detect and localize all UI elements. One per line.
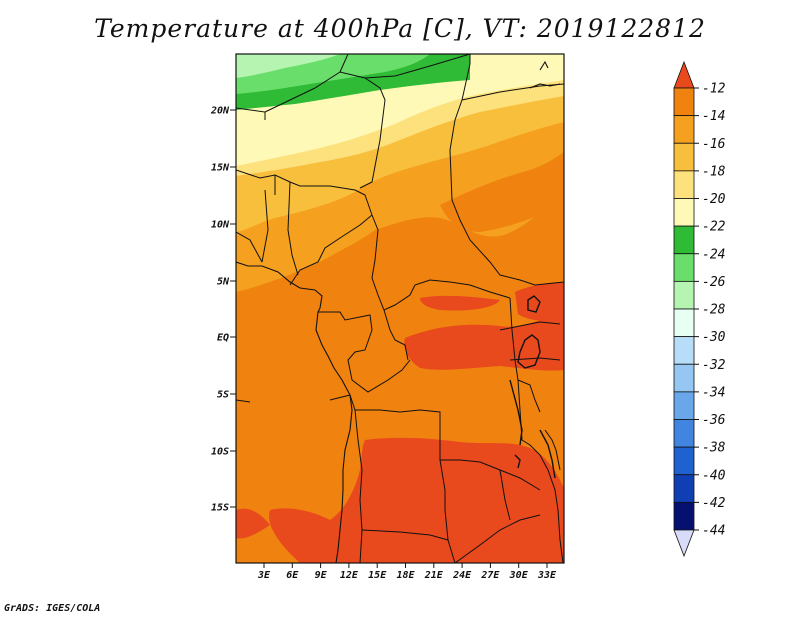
colorbar-label: -16 (702, 137, 726, 152)
colorbar-label: -32 (702, 358, 726, 373)
country-borders (236, 54, 564, 563)
colorbar-box (673, 253, 695, 282)
colorbar-label: -44 (702, 524, 725, 539)
latitude-label: 15N (211, 163, 230, 174)
latitude-label: EQ (217, 333, 229, 344)
colorbar-label: -22 (702, 220, 726, 235)
colorbar-label: -38 (702, 441, 726, 456)
colorbar-box (673, 501, 695, 531)
longitude-label: 12E (340, 570, 359, 581)
longitude-label: 30E (509, 570, 529, 581)
longitude-label: 21E (424, 570, 444, 581)
colorbar-box (673, 446, 695, 476)
temperature-field (236, 54, 564, 563)
band-minus22-ne (470, 54, 564, 84)
colorbar-box (673, 363, 695, 393)
colorbar-label: -14 (702, 109, 725, 124)
colorbar-top-arrow (673, 60, 695, 89)
colorbar-label: -36 (702, 413, 726, 428)
latitude-label: 10N (211, 220, 230, 231)
grads-credit: GrADS: IGES/COLA (4, 603, 101, 614)
longitude-label: 33E (537, 570, 557, 581)
longitude-axis: 3E 6E 9E 12E 15E 18E 21E 24E 27E 30E 33E (257, 563, 557, 581)
latitude-label: 20N (210, 106, 230, 117)
band-minus28 (236, 54, 340, 78)
band-minus14-ne (440, 152, 564, 232)
colorbar-box (673, 170, 695, 199)
colorbar-box (673, 225, 695, 255)
longitude-label: 9E (315, 570, 328, 581)
longitude-label: 15E (368, 570, 387, 581)
latitude-label: 5N (217, 277, 230, 288)
colorbar-box (673, 115, 695, 144)
colorbar-label: -34 (702, 385, 725, 400)
colorbar-label: -12 (702, 82, 726, 97)
coastline (236, 60, 561, 563)
band-minus20 (236, 76, 564, 176)
longitude-label: 6E (286, 570, 299, 581)
colorbar-box (673, 419, 695, 448)
longitude-label: 3E (257, 570, 271, 581)
colorbar-box (673, 198, 695, 227)
colorbar-label: -18 (702, 164, 726, 179)
latitude-label: 10S (211, 447, 229, 458)
band-minus18 (236, 95, 564, 232)
colorbar-box (673, 391, 695, 420)
colorbar-label: -40 (702, 468, 726, 483)
colorbar-bottom-arrow (673, 529, 695, 558)
colorbar-label: -42 (702, 496, 726, 511)
colorbar-box (673, 87, 695, 117)
longitude-label: 27E (480, 570, 500, 581)
band-minus12-sw (236, 508, 270, 539)
colorbar-label: -20 (702, 192, 726, 207)
latitude-label: 15S (211, 503, 229, 514)
colorbar-label: -28 (702, 303, 726, 318)
colorbar-box (673, 308, 695, 338)
colorbar-label: -30 (702, 330, 726, 345)
band-minus12-south (269, 437, 564, 563)
colorbar-label: -24 (702, 247, 725, 262)
longitude-label: 18E (396, 570, 415, 581)
map-title: Temperature at 400hPa [C], VT: 201912281… (94, 14, 706, 43)
colorbar-box (673, 142, 695, 172)
colorbar-label: -26 (702, 275, 726, 290)
colorbar-box (673, 474, 695, 503)
band-minus12-north (420, 295, 500, 311)
latitude-axis: 20N 15N 10N 5N EQ 5S 10S 15S (210, 106, 236, 514)
longitude-label: 24E (452, 570, 472, 581)
latitude-label: 5S (217, 390, 229, 401)
lakes (509, 295, 556, 479)
map-frame (235, 53, 565, 564)
colorbar-box (673, 336, 695, 365)
colorbar-box (673, 280, 695, 310)
band-minus12-central (404, 314, 564, 371)
colorbar: -12 -14 -16 -18 -20 -22 -24 -26 -28 -30 -32 -34 -36 -… (673, 60, 726, 558)
